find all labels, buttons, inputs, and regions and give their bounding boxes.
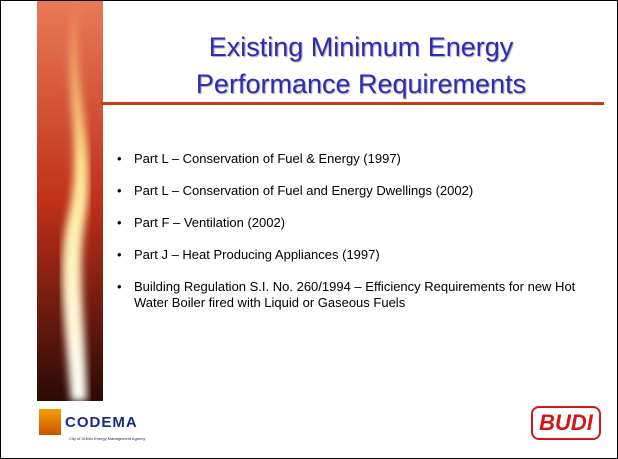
bullet-item: Part L – Conservation of Fuel and Energy… — [117, 183, 587, 199]
bullet-list: Part L – Conservation of Fuel & Energy (… — [117, 151, 587, 327]
title-line: Performance Requirements — [111, 66, 611, 103]
codema-subtitle: City of Dublin Energy Management Agency — [69, 436, 145, 441]
flame-image — [37, 1, 103, 401]
budi-logo: BUDI — [531, 406, 601, 440]
codema-logo: CODEMA City of Dublin Energy Management … — [39, 409, 179, 445]
bullet-item: Part J – Heat Producing Appliances (1997… — [117, 247, 587, 263]
codema-name: CODEMA — [65, 414, 138, 431]
bullet-item: Part F – Ventilation (2002) — [117, 215, 587, 231]
slide-title: Existing Minimum Energy Performance Requ… — [111, 29, 611, 103]
slide: Existing Minimum Energy Performance Requ… — [0, 0, 618, 459]
title-rule — [101, 102, 604, 105]
title-line: Existing Minimum Energy — [111, 29, 611, 66]
bullet-item: Building Regulation S.I. No. 260/1994 – … — [117, 279, 587, 311]
codema-mark — [39, 409, 61, 435]
bullet-item: Part L – Conservation of Fuel & Energy (… — [117, 151, 587, 167]
